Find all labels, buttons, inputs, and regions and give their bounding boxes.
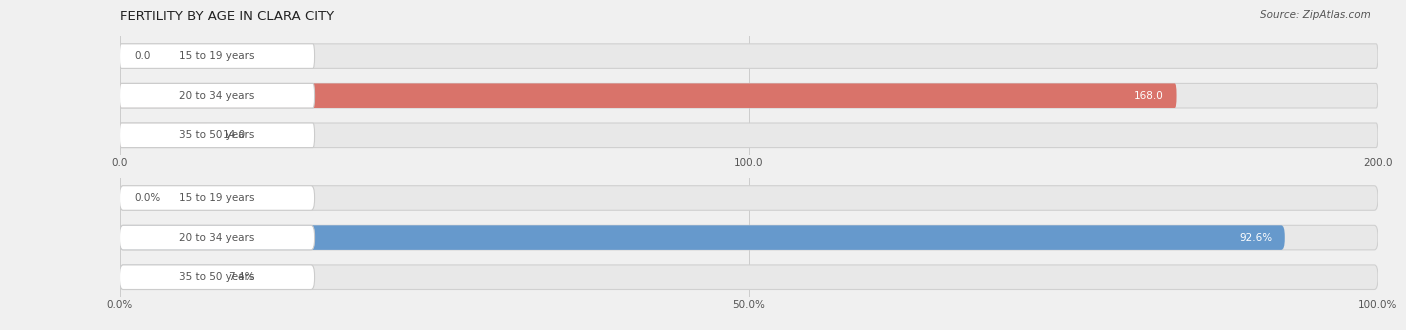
FancyBboxPatch shape	[120, 83, 1177, 108]
FancyBboxPatch shape	[120, 225, 1285, 250]
FancyBboxPatch shape	[120, 186, 315, 210]
Text: 168.0: 168.0	[1135, 91, 1164, 101]
Text: 15 to 19 years: 15 to 19 years	[180, 193, 254, 203]
FancyBboxPatch shape	[120, 83, 1378, 108]
FancyBboxPatch shape	[120, 225, 1378, 250]
FancyBboxPatch shape	[120, 265, 1378, 289]
FancyBboxPatch shape	[120, 123, 315, 148]
FancyBboxPatch shape	[120, 265, 212, 289]
FancyBboxPatch shape	[120, 83, 315, 108]
Text: 20 to 34 years: 20 to 34 years	[180, 91, 254, 101]
FancyBboxPatch shape	[120, 44, 315, 68]
FancyBboxPatch shape	[120, 123, 208, 148]
Text: FERTILITY BY AGE IN CLARA CITY: FERTILITY BY AGE IN CLARA CITY	[120, 10, 333, 23]
Text: 0.0: 0.0	[135, 51, 150, 61]
Text: 20 to 34 years: 20 to 34 years	[180, 233, 254, 243]
FancyBboxPatch shape	[120, 123, 1378, 148]
Text: 14.0: 14.0	[222, 130, 246, 140]
Text: 35 to 50 years: 35 to 50 years	[180, 272, 254, 282]
FancyBboxPatch shape	[120, 186, 1378, 210]
FancyBboxPatch shape	[120, 225, 315, 250]
FancyBboxPatch shape	[120, 44, 1378, 68]
Text: 7.4%: 7.4%	[228, 272, 254, 282]
Text: 15 to 19 years: 15 to 19 years	[180, 51, 254, 61]
Text: Source: ZipAtlas.com: Source: ZipAtlas.com	[1260, 10, 1371, 20]
FancyBboxPatch shape	[120, 265, 315, 289]
Text: 35 to 50 years: 35 to 50 years	[180, 130, 254, 140]
Text: 92.6%: 92.6%	[1239, 233, 1272, 243]
Text: 0.0%: 0.0%	[135, 193, 160, 203]
